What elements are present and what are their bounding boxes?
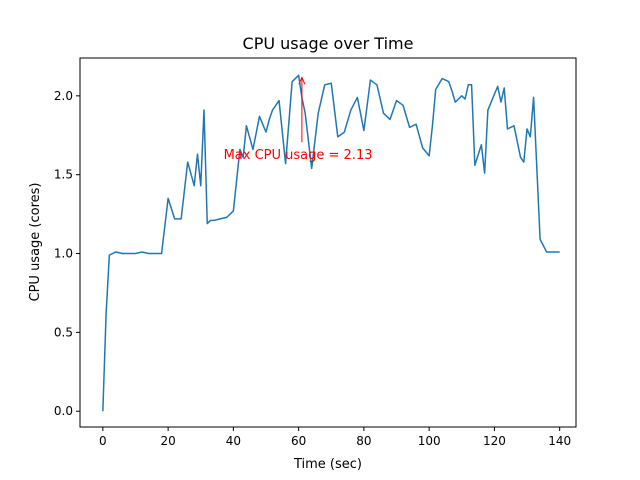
- y-tick-label: 2.0: [54, 89, 73, 103]
- y-tick-label: 1.0: [54, 247, 73, 261]
- x-tick-label: 20: [160, 434, 175, 448]
- x-axis-label: Time (sec): [293, 457, 362, 472]
- x-tick-label: 140: [548, 434, 571, 448]
- x-tick-label: 0: [99, 434, 107, 448]
- x-tick-label: 40: [226, 434, 241, 448]
- cpu-usage-line: [102, 74, 560, 412]
- x-tick-label: 120: [483, 434, 506, 448]
- x-tick-label: 60: [291, 434, 306, 448]
- x-tick-label: 80: [356, 434, 371, 448]
- annotation-label: Max CPU usage = 2.13: [224, 148, 373, 163]
- y-tick-label: 0.5: [54, 325, 73, 339]
- x-tick-label: 100: [418, 434, 441, 448]
- y-tick-label: 1.5: [54, 168, 73, 182]
- plot-area: Max CPU usage = 2.13 0 20 40 60 80 100 120 140 0.…: [54, 57, 577, 448]
- annotation-arrow-head: [298, 76, 306, 85]
- chart-title: CPU usage over Time: [243, 34, 414, 53]
- y-tick-label: 0.0: [54, 404, 73, 418]
- y-axis-label: CPU usage (cores): [28, 183, 43, 302]
- axes-frame: [79, 57, 577, 428]
